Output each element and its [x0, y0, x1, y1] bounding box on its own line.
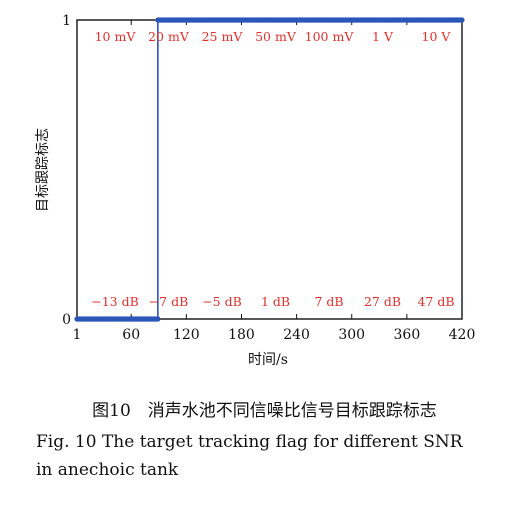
caption-english: Fig. 10 The target tracking flag for dif… [36, 428, 506, 484]
x-tick-label: 240 [283, 327, 310, 343]
series-point [155, 316, 161, 322]
series-line [77, 19, 462, 320]
bottom_annotations-annotation: −13 dB [91, 294, 139, 309]
x-tick-label: 300 [338, 327, 365, 343]
top_annotations-annotation: 10 V [422, 29, 452, 44]
plot-frame [76, 19, 463, 320]
caption-english-line1: Fig. 10 The target tracking flag for dif… [36, 432, 463, 452]
top_annotations-annotation: 10 mV [95, 29, 137, 44]
bottom_annotations-annotation: 27 dB [364, 294, 401, 309]
top_annotations-annotation: 100 mV [305, 29, 355, 44]
caption-chinese: 图10 消声水池不同信噪比信号目标跟踪标志 [92, 401, 437, 421]
x-tick-label: 180 [228, 327, 255, 343]
caption-english-line2: in anechoic tank [36, 460, 179, 480]
x-tick-label: 120 [173, 327, 200, 343]
x-tick-label: 1 [73, 327, 82, 343]
x-tick-label: 60 [122, 327, 140, 343]
bottom_annotations-annotation: 47 dB [417, 294, 454, 309]
y-tick-label: 1 [62, 13, 71, 29]
series-point [459, 17, 465, 23]
y-axis-label: 目标跟踪标志 [35, 128, 51, 212]
y-tick-label: 0 [62, 312, 71, 328]
bottom_annotations-annotation: 7 dB [314, 294, 343, 309]
bottom_annotations-annotation: −7 dB [149, 294, 189, 309]
plot-area [76, 19, 463, 320]
annotations: 10 mV 20 mV 25 mV 50 mV 100 mV 1 V 10 V−13 dB −… [91, 29, 454, 309]
top_annotations-annotation: 25 mV [202, 29, 244, 44]
x-axis-label: 时间/s [248, 352, 288, 368]
series-layer [74, 17, 465, 322]
top_annotations-annotation: 1 V [372, 29, 394, 44]
x-tick-label: 360 [394, 327, 421, 343]
top_annotations-annotation: 50 mV [255, 29, 297, 44]
x-tick-label: 420 [449, 327, 476, 343]
top_annotations-annotation: 20 mV [148, 29, 190, 44]
bottom_annotations-annotation: 1 dB [261, 294, 290, 309]
bottom_annotations-annotation: −5 dB [202, 294, 242, 309]
